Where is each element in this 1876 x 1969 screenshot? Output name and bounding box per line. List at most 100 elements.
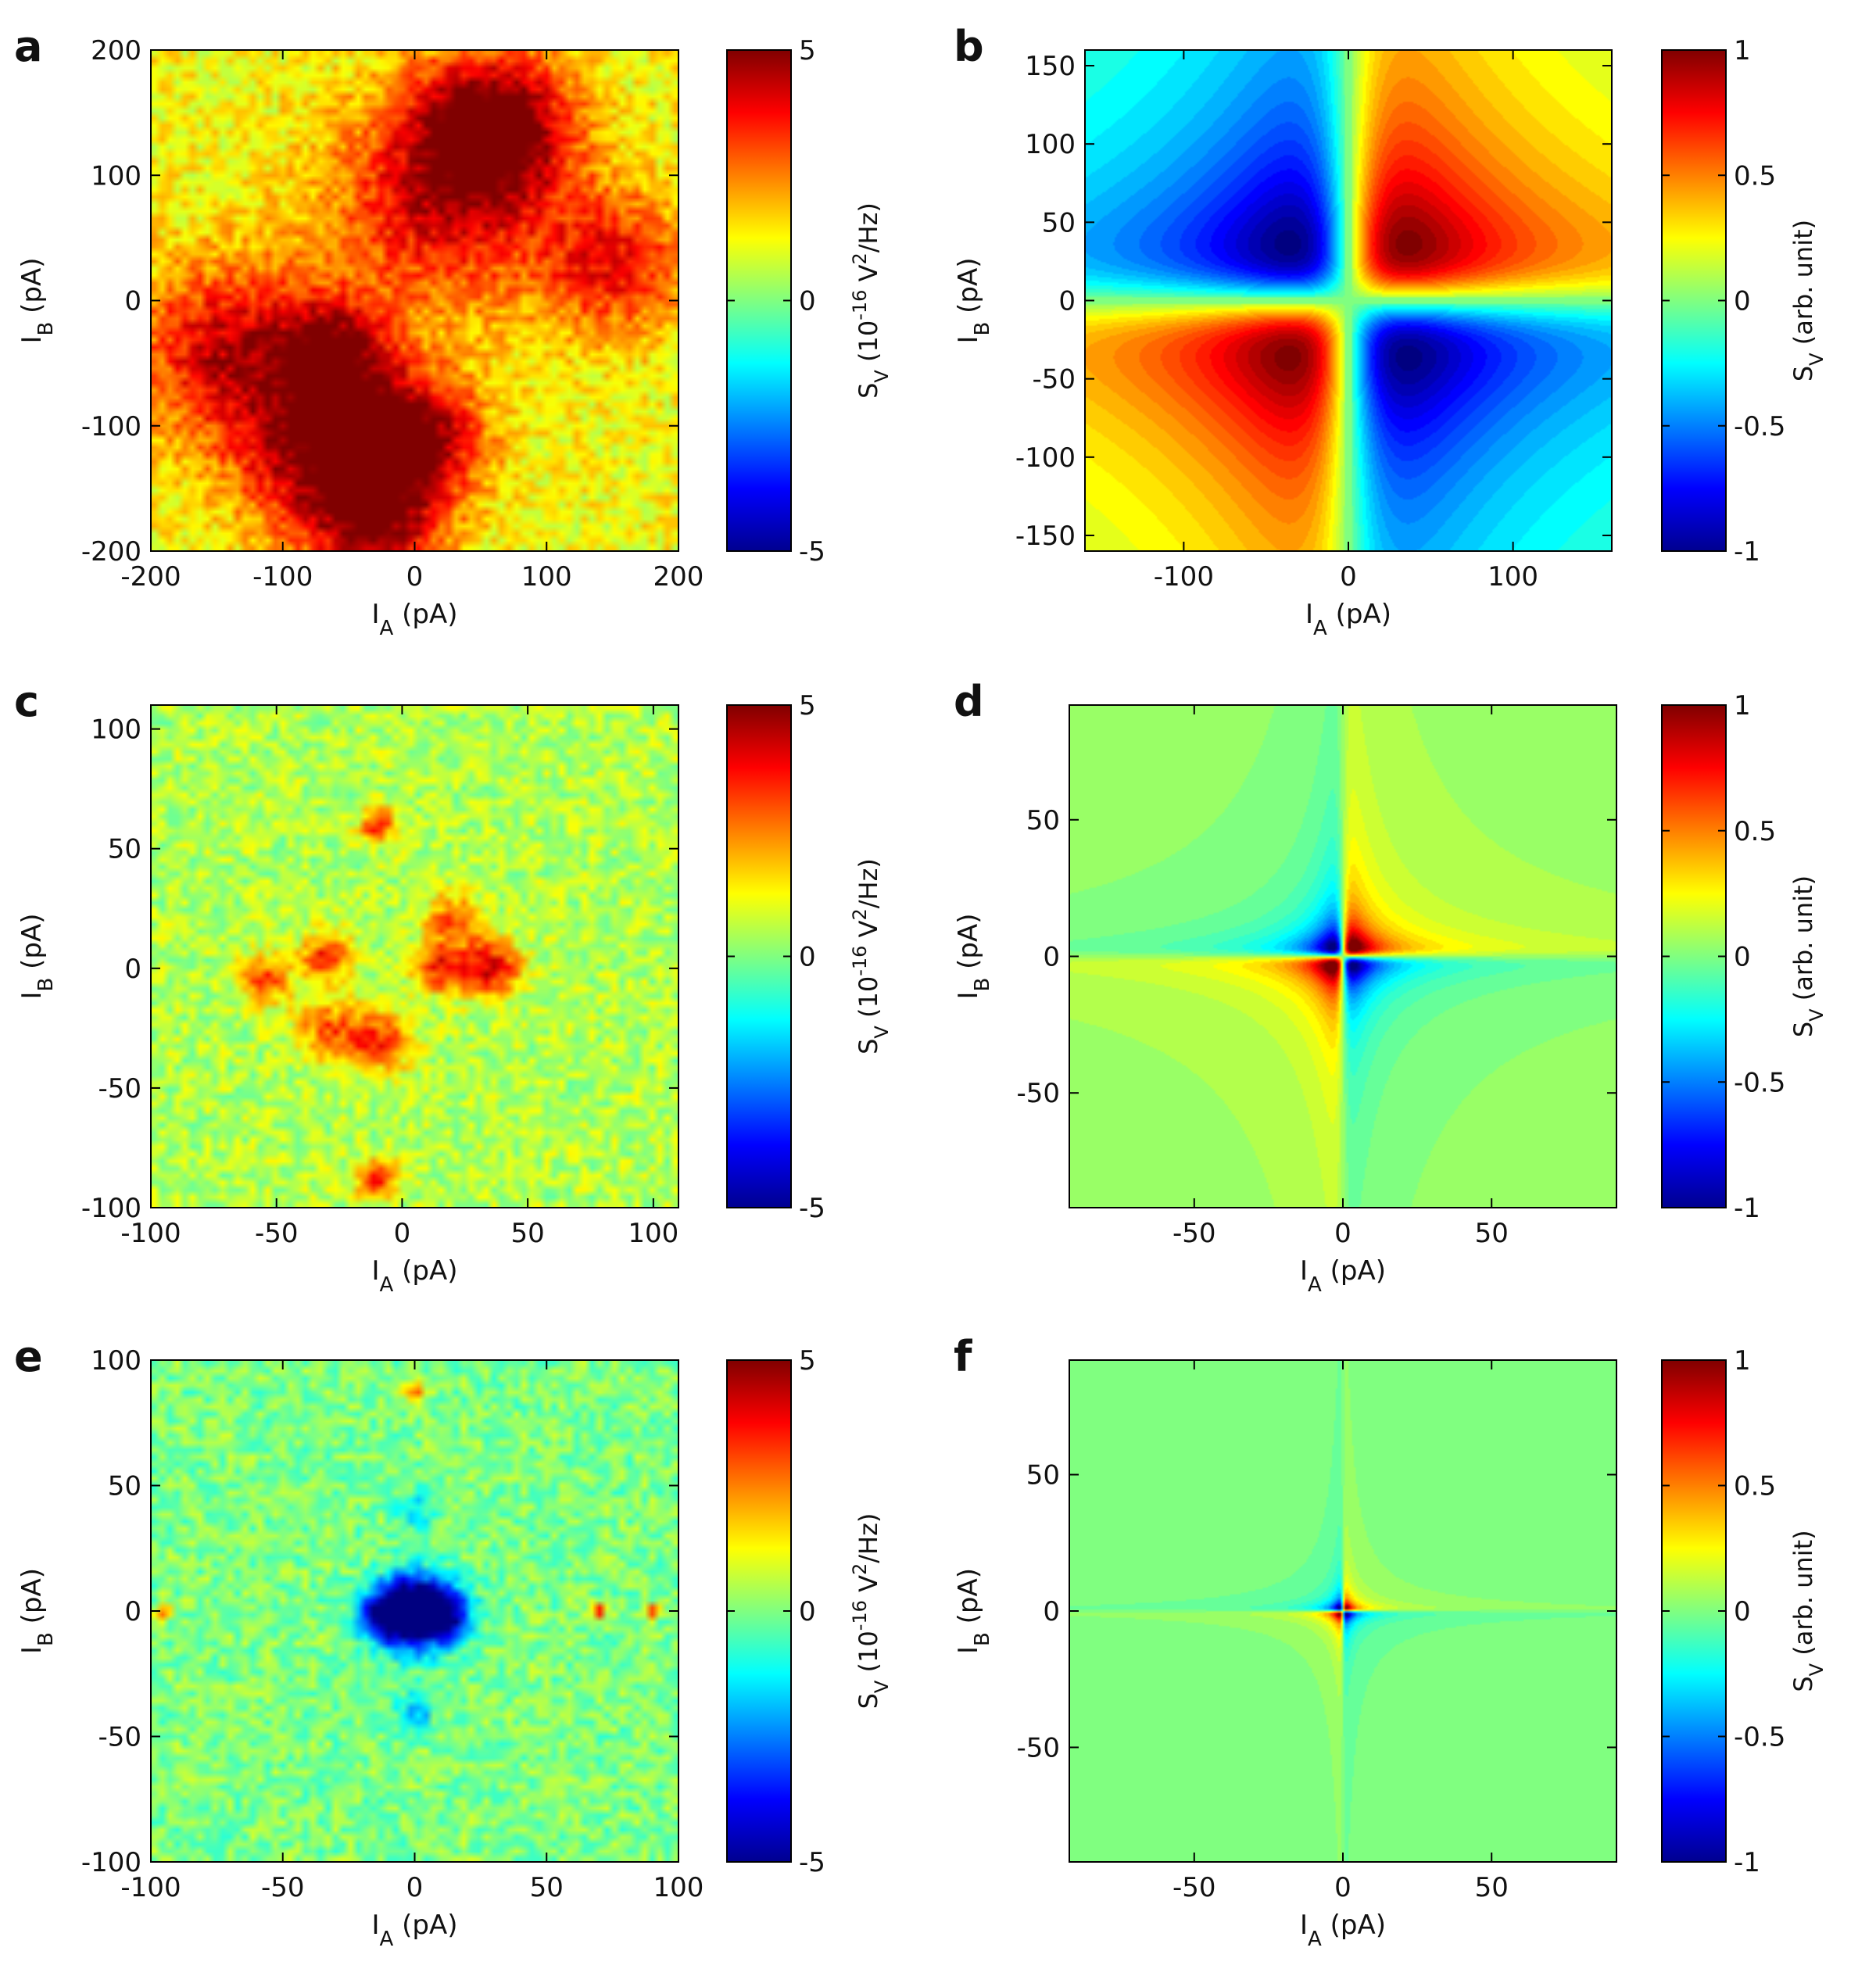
colorbar-tick-label: -1 [1734, 1847, 1760, 1878]
y-axis-label-sub: B [971, 978, 994, 992]
colorbar-label-part: S [854, 383, 883, 399]
x-axis-label-base: I [1300, 1910, 1308, 1941]
panel-letter: f [954, 1332, 972, 1381]
y-tick-label: 50 [108, 1471, 141, 1502]
heatmap-image [1085, 50, 1612, 551]
x-tick-label: -50 [261, 1872, 305, 1903]
y-axis-label-sub: B [971, 322, 994, 336]
colorbar [1661, 49, 1727, 552]
x-axis-label: IA (pA) [371, 599, 457, 640]
y-tick-label: -50 [98, 1722, 141, 1753]
colorbar-tick-label: -1 [1734, 536, 1760, 567]
y-axis-label: IB (pA) [953, 257, 994, 343]
x-axis-label-unit: (pA) [1322, 1910, 1386, 1941]
colorbar-label-part: 2 [849, 1563, 871, 1575]
y-axis-label: IB (pA) [16, 913, 58, 999]
colorbar-label-part: V [854, 264, 883, 289]
colorbar-tick-label: 5 [799, 1345, 816, 1377]
colorbar-label: SV (arb. unit) [1788, 220, 1828, 381]
heatmap-image [151, 1360, 678, 1862]
heatmap-image [1069, 1360, 1616, 1862]
y-tick-label: 0 [124, 1596, 141, 1627]
y-axis-label-sub: B [34, 978, 58, 992]
colorbar-tick-label: 1 [1734, 1345, 1751, 1377]
x-axis-label: IA (pA) [1300, 1910, 1386, 1951]
y-tick-label: 100 [91, 714, 141, 746]
colorbar-tick-label: 0 [799, 942, 816, 973]
colorbar-tick-label: 1 [1734, 690, 1751, 721]
x-axis-label-base: I [1300, 1255, 1308, 1287]
y-tick-label: -50 [98, 1073, 141, 1104]
colorbar-tick-label: 0 [1734, 286, 1751, 317]
panel-letter: d [954, 677, 984, 726]
y-tick-label: -50 [1016, 1732, 1060, 1763]
x-axis-label-sub: A [380, 1928, 394, 1951]
y-tick-label: -100 [81, 1193, 141, 1224]
x-tick-label: -100 [120, 1218, 181, 1249]
colorbar [1661, 1359, 1727, 1863]
y-tick-label: -100 [81, 411, 141, 442]
y-axis-label: IB (pA) [953, 1568, 994, 1654]
colorbar-label-part: 2 [849, 252, 871, 264]
x-tick-label: 50 [1475, 1218, 1509, 1249]
y-tick-label: -100 [1015, 442, 1076, 474]
colorbar-label-part: S [1788, 366, 1818, 381]
colorbar-label-part: -16 [849, 1600, 871, 1631]
y-tick-label: 50 [1042, 207, 1076, 238]
x-tick-label: -50 [255, 1218, 299, 1249]
colorbar-label-part: V [1806, 1008, 1828, 1022]
x-tick-label: 100 [653, 1872, 704, 1903]
colorbar-tick-label: -0.5 [1734, 411, 1785, 442]
x-axis-label-base: I [371, 599, 379, 630]
y-axis-label-unit: (pA) [16, 913, 48, 977]
panel-letter: e [14, 1332, 43, 1381]
colorbar-label-part: -16 [849, 290, 871, 320]
colorbar-tick-label: -5 [799, 1193, 825, 1224]
y-tick-label: 50 [1026, 1460, 1060, 1491]
x-tick-label: 50 [511, 1218, 545, 1249]
x-axis-label-unit: (pA) [393, 599, 457, 630]
colorbar-label-part: S [1788, 1676, 1818, 1692]
x-axis-label-sub: A [1308, 1273, 1322, 1297]
y-axis-label: IB (pA) [16, 257, 58, 343]
y-tick-label: 0 [124, 954, 141, 985]
colorbar-tick-label: -5 [799, 1847, 825, 1878]
x-axis-label: IA (pA) [1305, 599, 1391, 640]
colorbar-label-part: V [854, 920, 883, 945]
y-tick-label: -50 [1016, 1078, 1060, 1109]
colorbar-tick-label: 0 [1734, 1596, 1751, 1627]
y-axis-label-base: I [16, 336, 48, 344]
colorbar-label: SV (10-16 V2/Hz) [849, 202, 893, 399]
y-axis-label: IB (pA) [953, 913, 994, 999]
colorbar-label: SV (10-16 V2/Hz) [849, 1513, 893, 1709]
x-axis-label-base: I [371, 1255, 379, 1287]
y-axis-label-base: I [16, 1646, 48, 1654]
y-tick-label: 50 [108, 834, 141, 865]
colorbar-label-part: (arb. unit) [1788, 1530, 1818, 1663]
colorbar [726, 704, 792, 1208]
y-tick-label: -150 [1015, 521, 1076, 552]
x-tick-label: 50 [530, 1872, 564, 1903]
y-axis-label-unit: (pA) [953, 913, 984, 977]
colorbar-tick-label: 0.5 [1734, 1471, 1776, 1502]
y-tick-label: 0 [1058, 286, 1076, 317]
y-axis-label-sub: B [34, 1632, 58, 1646]
x-axis-label-base: I [371, 1910, 379, 1941]
x-axis-label-sub: A [1313, 617, 1327, 640]
y-tick-label: 100 [1025, 129, 1076, 160]
colorbar [726, 49, 792, 552]
heatmap-image [151, 705, 678, 1208]
colorbar-tick-label: 0 [799, 1596, 816, 1627]
x-tick-label: 0 [1340, 561, 1357, 592]
y-tick-label: 0 [1043, 1596, 1060, 1627]
x-axis-label-sub: A [380, 617, 394, 640]
y-tick-label: -100 [81, 1847, 141, 1878]
colorbar-tick-label: 0.5 [1734, 160, 1776, 192]
x-tick-label: 0 [394, 1218, 411, 1249]
x-tick-label: 100 [1488, 561, 1538, 592]
colorbar [726, 1359, 792, 1863]
colorbar-label-part: V [1806, 1663, 1828, 1676]
